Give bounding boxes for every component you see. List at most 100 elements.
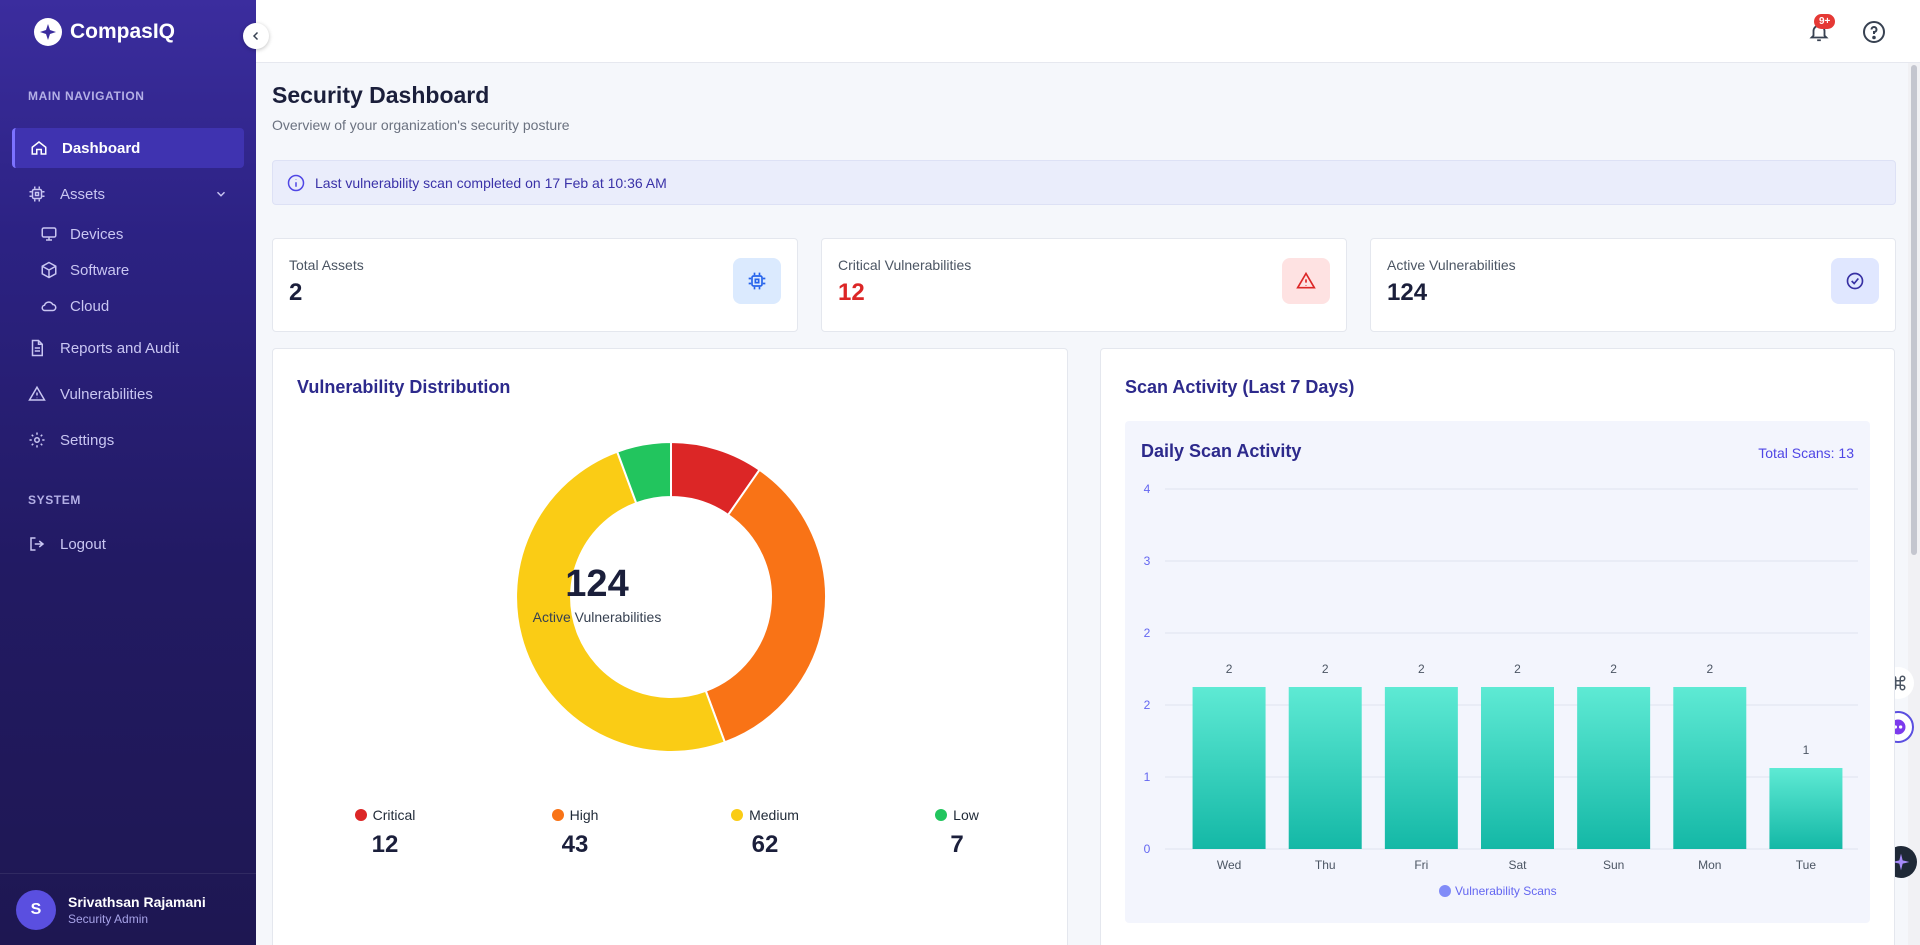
stat-card-active-vulnerabilities: Active Vulnerabilities 124 — [1370, 238, 1896, 332]
y-tick-label: 2 — [1144, 698, 1151, 712]
legend-label: Low — [953, 807, 979, 823]
bar-sun — [1577, 687, 1651, 849]
bar-value-label: 2 — [1226, 662, 1233, 676]
total-scans: Total Scans: 13 — [1758, 445, 1854, 461]
bar-value-label: 2 — [1514, 662, 1521, 676]
stat-label: Total Assets — [289, 257, 364, 273]
user-profile[interactable]: S Srivathsan Rajamani Security Admin — [0, 873, 256, 945]
scrollbar-thumb[interactable] — [1911, 65, 1917, 555]
sidebar-item-label: Dashboard — [62, 139, 141, 157]
bar-thu — [1288, 687, 1362, 849]
sidebar-item-settings[interactable]: Settings — [12, 420, 244, 460]
home-icon — [31, 141, 47, 155]
page-subtitle: Overview of your organization's security… — [272, 117, 570, 133]
legend-item-critical: Critical 12 — [325, 807, 445, 859]
user-name: Srivathsan Rajamani — [68, 893, 206, 910]
card-title: Vulnerability Distribution — [297, 377, 511, 397]
stat-label: Critical Vulnerabilities — [838, 257, 972, 273]
vulnerability-distribution-card: Vulnerability Distribution 124 Active Vu… — [272, 348, 1068, 945]
x-tick-label: Sat — [1508, 858, 1527, 872]
gear-icon — [29, 432, 45, 448]
info-icon — [287, 174, 305, 191]
sidebar-item-vulnerabilities[interactable]: Vulnerabilities — [12, 374, 244, 414]
brand-name: CompasIQ — [70, 20, 176, 43]
sparkle-icon — [1892, 853, 1910, 871]
card-title: Scan Activity (Last 7 Days) — [1125, 377, 1355, 397]
sidebar: CompasIQ MAIN NAVIGATION Dashboard Asset… — [0, 0, 256, 945]
legend-value: 7 — [950, 831, 964, 858]
bar-value-label: 2 — [1706, 662, 1713, 676]
sidebar-item-logout[interactable]: Logout — [12, 524, 244, 564]
legend-dot — [731, 809, 744, 821]
legend-item-low: Low 7 — [897, 807, 1017, 859]
logout-icon — [30, 537, 45, 551]
daily-scan-panel: Daily Scan Activity Total Scans: 13 0 1 2 2… — [1125, 421, 1870, 923]
scan-info-text: Last vulnerability scan completed on 17 … — [315, 174, 667, 191]
chip-icon — [748, 272, 766, 290]
sidebar-item-reports[interactable]: Reports and Audit — [12, 328, 244, 368]
legend-dot — [354, 809, 367, 821]
stat-icon-box — [733, 258, 781, 304]
sidebar-collapse-button[interactable] — [243, 23, 269, 49]
cloud-icon — [41, 301, 57, 312]
x-tick-label: Wed — [1217, 858, 1241, 872]
scan-info-banner: Last vulnerability scan completed on 17 … — [272, 160, 1896, 205]
sidebar-item-devices[interactable]: Devices — [40, 219, 123, 249]
sidebar-item-cloud[interactable]: Cloud — [40, 291, 109, 321]
sidebar-item-label: Logout — [60, 535, 106, 553]
legend-item-high: High 43 — [515, 807, 635, 859]
sidebar-item-dashboard[interactable]: Dashboard — [12, 128, 244, 168]
monitor-icon — [41, 227, 57, 241]
sidebar-item-label: Software — [70, 261, 130, 279]
x-tick-label: Thu — [1315, 858, 1336, 872]
legend-label: Critical — [372, 807, 416, 823]
donut-slice-high — [704, 468, 827, 744]
legend-value: 62 — [751, 831, 779, 858]
user-role: Security Admin — [68, 911, 149, 926]
legend-value: 12 — [371, 831, 399, 858]
sidebar-item-label: Reports and Audit — [60, 339, 180, 357]
y-tick-label: 0 — [1144, 842, 1151, 856]
bar-value-label: 1 — [1803, 743, 1810, 757]
legend-label: Medium — [749, 807, 799, 823]
stat-value: 2 — [289, 279, 303, 306]
y-tick-label: 4 — [1144, 482, 1151, 496]
warning-triangle-icon — [28, 385, 46, 401]
sidebar-item-label: Assets — [60, 185, 106, 203]
help-icon[interactable] — [1862, 20, 1886, 44]
main-navigation-heading: MAIN NAVIGATION — [28, 89, 145, 103]
bar-value-label: 2 — [1610, 662, 1617, 676]
stat-card-total-assets: Total Assets 2 — [272, 238, 798, 332]
donut-center-label: Active Vulnerabilities — [532, 609, 662, 625]
system-heading: SYSTEM — [28, 493, 81, 507]
bar-value-label: 2 — [1322, 662, 1329, 676]
page-scrollbar[interactable] — [1908, 63, 1920, 945]
y-tick-label: 1 — [1144, 770, 1151, 784]
legend-label: Vulnerability Scans — [1455, 884, 1557, 898]
topbar — [256, 0, 1920, 63]
scan-activity-card: Scan Activity (Last 7 Days) Daily Scan A… — [1100, 348, 1895, 945]
legend-dot — [1439, 885, 1451, 897]
x-tick-label: Sun — [1603, 858, 1624, 872]
sidebar-item-label: Vulnerabilities — [60, 385, 153, 403]
sidebar-item-label: Settings — [60, 431, 115, 449]
chevron-down-icon[interactable] — [214, 187, 228, 201]
stat-icon-box — [1831, 258, 1879, 304]
package-icon — [41, 261, 57, 279]
y-tick-label: 2 — [1144, 626, 1151, 640]
legend-item-medium: Medium 62 — [705, 807, 825, 859]
sidebar-item-label: Devices — [70, 225, 124, 243]
sidebar-item-assets[interactable]: Assets — [12, 174, 244, 214]
chip-icon — [29, 186, 45, 202]
sidebar-item-software[interactable]: Software — [40, 255, 129, 285]
notification-badge: 9+ — [1814, 14, 1836, 29]
legend-dot — [935, 809, 948, 821]
stat-value: 124 — [1387, 279, 1428, 306]
bar-tue — [1769, 768, 1843, 849]
check-circle-icon — [1846, 272, 1864, 290]
brand[interactable]: CompasIQ — [0, 0, 256, 64]
sidebar-item-label: Cloud — [70, 297, 110, 315]
avatar: S — [16, 889, 56, 930]
bar-chart: 0 1 2 2 3 4 2 Wed 2 Thu 2 Fri 2 Sat 2 Sun 2 Mon 1 Tue Vulner… — [1144, 482, 1858, 898]
donut-slice-medium — [515, 450, 727, 753]
